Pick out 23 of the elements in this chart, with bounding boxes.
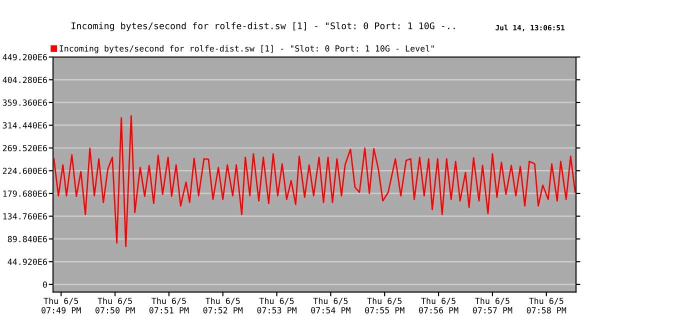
y-tick-label: 359.360E6 (2, 99, 47, 106)
y-tick-label: 0 (42, 281, 47, 288)
x-tick-label: Thu 6/5 07:55 PM (365, 298, 404, 314)
y-tick-label: 404.280E6 (2, 76, 47, 84)
x-tick-label: Thu 6/5 07:57 PM (472, 298, 512, 314)
chart-title: Incoming bytes/second for rolfe-dist.sw [1] - "Slot: 0 Port: 1 10G -.. (72, 22, 455, 32)
x-tick-label: Thu 6/5 07:49 PM (42, 298, 81, 314)
y-tick-label: 449.200E6 (2, 54, 47, 60)
x-tick-label: Thu 6/5 07:51 PM (149, 298, 189, 314)
x-tick-label: Thu 6/5 07:58 PM (526, 298, 566, 314)
y-tick-label: 89.840E6 (8, 236, 47, 242)
x-tick-label: Thu 6/5 07:54 PM (311, 298, 350, 314)
x-tick-label: Thu 6/5 07:53 PM (257, 298, 296, 314)
x-tick-label: Thu 6/5 07:52 PM (203, 298, 243, 314)
y-tick-label: 179.680E6 (3, 190, 47, 197)
y-tick-label: 44.920E6 (8, 258, 47, 265)
legend-label: Incoming bytes/second for rolfe-dist.sw [1] - "Slot: 0 Port: 1 10G - Level" (60, 45, 434, 54)
y-tick-label: 269.520E6 (2, 144, 47, 152)
y-tick-label: 314.440E6 (2, 122, 47, 129)
x-tick-label: Thu 6/5 07:50 PM (96, 298, 135, 314)
x-tick-label: Thu 6/5 07:56 PM (419, 298, 458, 314)
y-tick-label: 134.760E6 (3, 213, 47, 220)
y-tick-label: 224.600E6 (2, 168, 47, 174)
